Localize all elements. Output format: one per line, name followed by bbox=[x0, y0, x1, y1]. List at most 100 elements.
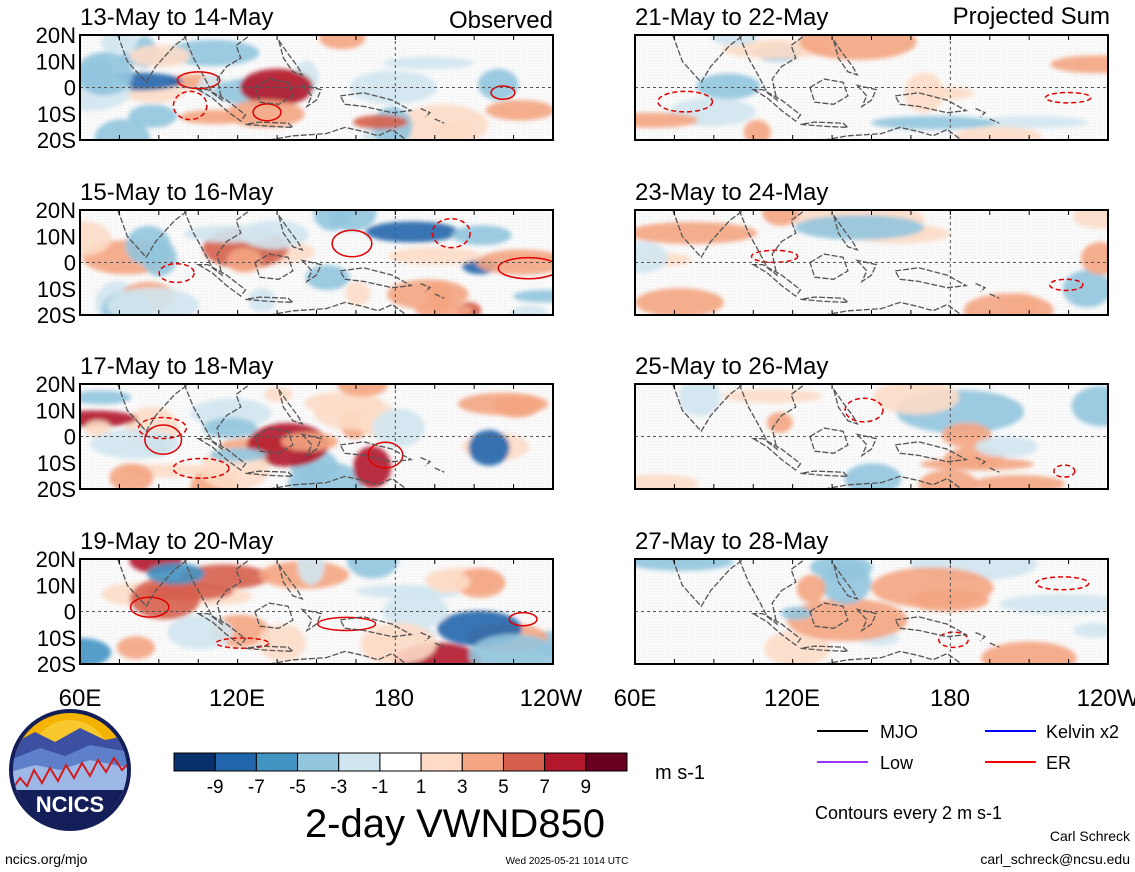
y-tick-label: 20S bbox=[37, 652, 76, 677]
y-tick-label: 0 bbox=[64, 425, 76, 450]
colorbar-label: -5 bbox=[289, 777, 306, 798]
author-name: Carl Schreck bbox=[1050, 828, 1131, 844]
y-tick-label: 20S bbox=[37, 128, 76, 153]
colorbar: -9 -7 -5 -3 -1 1 3 5 7 9 bbox=[173, 752, 628, 798]
y-tick-label: 20S bbox=[37, 303, 76, 328]
y-tick-label: 10S bbox=[37, 626, 76, 651]
x-tick-label: 120W bbox=[1077, 685, 1135, 712]
units-label: m s-1 bbox=[655, 762, 705, 784]
er-contours bbox=[937, 576, 1090, 649]
legend-label-low: Low bbox=[880, 753, 914, 773]
y-tick-label: 10N bbox=[36, 398, 76, 423]
er-contours bbox=[844, 397, 1076, 478]
y-tick-label: 10N bbox=[36, 49, 76, 74]
colorbar-swatch bbox=[502, 752, 546, 772]
figure-title: 2-day VWND850 bbox=[305, 802, 605, 846]
coastline bbox=[117, 210, 445, 315]
coastline bbox=[117, 559, 445, 664]
legend: MJO Kelvin x2 Low ER bbox=[817, 722, 1119, 773]
panel-date-label: 19-May to 20-May bbox=[80, 528, 273, 555]
er-contours bbox=[657, 90, 1092, 113]
timestamp: Wed 2025-05-21 1014 UTC bbox=[506, 856, 629, 867]
coastline bbox=[117, 384, 445, 489]
coastline bbox=[672, 210, 1000, 315]
colorbar-label: 7 bbox=[539, 777, 550, 798]
author-email: carl_schreck@ncsu.edu bbox=[980, 851, 1130, 867]
x-tick-label: 60E bbox=[59, 685, 102, 712]
y-tick-label: 0 bbox=[64, 600, 76, 625]
colorbar-label: -7 bbox=[248, 777, 265, 798]
map-panel: 27-May to 28-May bbox=[634, 528, 1109, 665]
colorbar-label: -3 bbox=[330, 777, 347, 798]
y-tick-label: 10N bbox=[36, 573, 76, 598]
ncics-logo: NCICS bbox=[9, 709, 131, 831]
x-axis-right: 60E 120E 180 120W bbox=[614, 685, 1135, 712]
y-tick-label: 0 bbox=[64, 251, 76, 276]
legend-label-kelvin: Kelvin x2 bbox=[1046, 722, 1119, 742]
y-tick-label: 20N bbox=[36, 198, 76, 223]
colorbar-label: 5 bbox=[498, 777, 509, 798]
x-tick-label: 180 bbox=[374, 685, 414, 712]
site-url: ncics.org/mjo bbox=[5, 851, 88, 867]
colorbar-swatch bbox=[379, 752, 422, 772]
y-tick-label: 10S bbox=[37, 277, 76, 302]
y-tick-label: 10S bbox=[37, 102, 76, 127]
x-axis-left: 60E 120E 180 120W bbox=[59, 685, 583, 712]
colorbar-swatch bbox=[173, 752, 216, 772]
colorbar-label: 1 bbox=[416, 777, 427, 798]
x-tick-label: 60E bbox=[614, 685, 657, 712]
colorbar-label: -1 bbox=[371, 777, 388, 798]
y-tick-label: 0 bbox=[64, 76, 76, 101]
panel-date-label: 17-May to 18-May bbox=[80, 353, 273, 380]
x-tick-label: 180 bbox=[930, 685, 970, 712]
panel-date-label: 25-May to 26-May bbox=[635, 353, 828, 380]
x-tick-label: 120W bbox=[520, 685, 583, 712]
colorbar-swatch bbox=[214, 752, 257, 772]
x-tick-label: 120E bbox=[209, 685, 265, 712]
column-label-projected: Projected Sum bbox=[953, 3, 1110, 30]
y-tick-label: 10S bbox=[37, 451, 76, 476]
colorbar-swatch bbox=[585, 752, 628, 772]
legend-label-mjo: MJO bbox=[880, 722, 918, 742]
colorbar-swatch bbox=[255, 752, 299, 772]
panel-date-label: 15-May to 16-May bbox=[80, 179, 273, 206]
wind-anomaly-field bbox=[635, 210, 1108, 315]
map-panel: 21-May to 22-May bbox=[634, 4, 1109, 141]
legend-label-er: ER bbox=[1046, 753, 1071, 773]
colorbar-label: 9 bbox=[581, 777, 592, 798]
wind-anomaly-field bbox=[80, 210, 553, 315]
y-tick-label: 20N bbox=[36, 547, 76, 572]
panel-date-label: 13-May to 14-May bbox=[80, 4, 273, 31]
colorbar-label: 3 bbox=[457, 777, 468, 798]
panel-date-label: 23-May to 24-May bbox=[635, 179, 828, 206]
wind-anomaly-field bbox=[635, 35, 1108, 140]
logo-text: NCICS bbox=[36, 792, 104, 817]
y-tick-label: 20N bbox=[36, 23, 76, 48]
coastline bbox=[672, 384, 1000, 489]
coastline bbox=[672, 559, 1000, 664]
colorbar-swatch bbox=[297, 752, 340, 772]
colorbar-swatch bbox=[420, 752, 463, 772]
er-contours bbox=[172, 71, 516, 122]
colorbar-swatch bbox=[338, 752, 381, 772]
colorbar-swatch bbox=[461, 752, 504, 772]
colorbar-label: -9 bbox=[207, 777, 224, 798]
wind-anomaly-field bbox=[80, 559, 553, 664]
column-label-observed: Observed bbox=[449, 7, 553, 34]
x-tick-label: 120E bbox=[764, 685, 820, 712]
colorbar-swatch bbox=[544, 752, 587, 772]
panel-date-label: 27-May to 28-May bbox=[635, 528, 828, 555]
panel-date-label: 21-May to 22-May bbox=[635, 4, 828, 31]
map-panel: 23-May to 24-May bbox=[634, 179, 1109, 316]
er-contours bbox=[137, 416, 404, 479]
er-contours bbox=[129, 596, 538, 649]
contour-note: Contours every 2 m s-1 bbox=[815, 803, 1002, 823]
wind-anomaly-field bbox=[80, 384, 549, 489]
y-tick-label: 10N bbox=[36, 224, 76, 249]
